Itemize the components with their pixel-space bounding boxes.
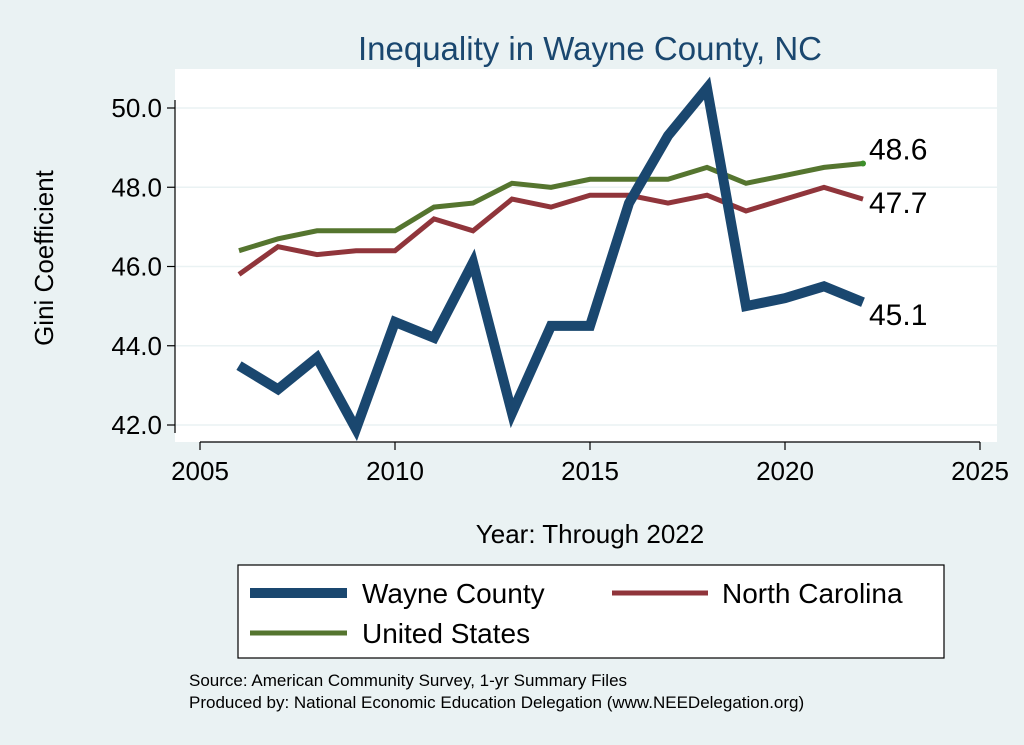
end-label-wayne-county: 45.1: [869, 299, 927, 332]
legend-label-united-states: United States: [362, 618, 530, 649]
legend-box: [237, 564, 945, 659]
y-tick-label: 50.0: [111, 93, 162, 123]
y-tick-label: 46.0: [111, 252, 162, 282]
y-tick-label: 44.0: [111, 331, 162, 361]
x-tick-label: 2015: [561, 456, 619, 486]
legend-label-wayne-county: Wayne County: [362, 578, 545, 609]
end-label-north-carolina: 47.7: [869, 187, 927, 220]
series-line-north-carolina: [237, 184, 864, 277]
y-tick-label: 48.0: [111, 172, 162, 202]
legend: Wayne County North Carolina United State…: [237, 564, 945, 659]
series-lines: [236, 76, 866, 442]
legend-label-north-carolina: North Carolina: [722, 578, 903, 609]
x-tick-label: 2020: [756, 456, 814, 486]
x-tick-label: 2025: [951, 456, 1009, 486]
y-axis-label: Gini Coefficient: [29, 169, 59, 346]
x-axis: 2005 2010 2015 2020 2025: [171, 441, 1009, 486]
end-label-united-states: 48.6: [869, 133, 927, 166]
x-axis-label: Year: Through 2022: [476, 519, 704, 549]
series-line-united-states: [238, 161, 864, 254]
end-marker-united-states: [860, 160, 866, 167]
source-line-1: Source: American Community Survey, 1-yr …: [189, 671, 627, 690]
end-labels: 45.1 47.7 48.6: [869, 133, 927, 332]
grid-lines: [175, 107, 997, 426]
x-tick-label: 2005: [171, 456, 229, 486]
series-line-wayne-county: [236, 76, 865, 442]
chart-title: Inequality in Wayne County, NC: [358, 30, 822, 67]
x-tick-label: 2010: [366, 456, 424, 486]
source-line-2: Produced by: National Economic Education…: [189, 693, 804, 712]
plot-area: [175, 69, 997, 442]
y-axis: 42.0 44.0 46.0 48.0 50.0: [111, 93, 176, 440]
y-tick-label: 42.0: [111, 410, 162, 440]
